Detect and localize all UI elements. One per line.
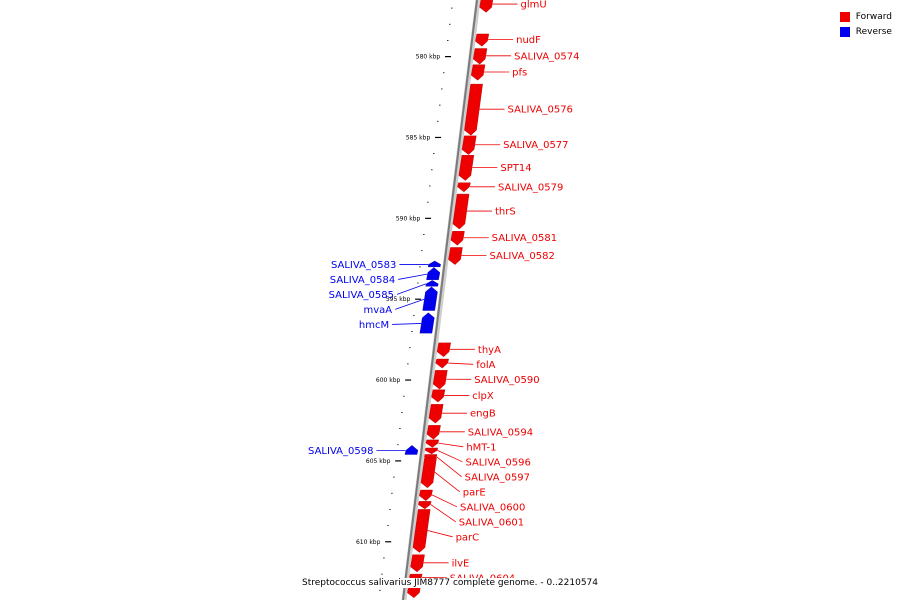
- forward-swatch: [839, 11, 850, 22]
- gene-SPT14-feature[interactable]: [458, 155, 475, 181]
- tick-label: 600 kbp: [376, 377, 401, 384]
- reverse-swatch: [839, 26, 850, 37]
- gene-label[interactable]: pfs: [512, 67, 527, 78]
- gene-label[interactable]: SALIVA_0585: [329, 290, 394, 301]
- gene-label-leader: [434, 471, 461, 493]
- gene-label-leader: [427, 530, 453, 538]
- gene-SALIVA_0598-feature[interactable]: [404, 445, 419, 455]
- gene-glmU-feature[interactable]: [479, 0, 494, 13]
- tick-label: 610 kbp: [356, 539, 381, 546]
- gene-label[interactable]: parC: [456, 532, 480, 543]
- gene-label[interactable]: SALIVA_0581: [492, 233, 557, 244]
- gene-label-leader: [392, 323, 422, 325]
- gene-engB-feature[interactable]: [428, 404, 444, 424]
- gene-SALIVA_0579-feature[interactable]: [457, 182, 471, 193]
- gene-SALIVA_0600-feature[interactable]: [419, 489, 433, 501]
- gene-label[interactable]: glmU: [521, 0, 547, 11]
- tick-label: 580 kbp: [416, 54, 441, 61]
- gene-label[interactable]: SALIVA_0601: [459, 517, 524, 528]
- gene-label[interactable]: SALIVA_0584: [330, 275, 395, 286]
- gene-mvaA-feature[interactable]: [422, 286, 438, 311]
- gene-parE-feature[interactable]: [420, 457, 437, 489]
- tick-label: 585 kbp: [406, 134, 431, 141]
- legend-forward-label: Forward: [855, 11, 892, 22]
- gene-label[interactable]: SALIVA_0597: [465, 472, 530, 483]
- gene-label[interactable]: SALIVA_0576: [508, 105, 573, 116]
- gene-SALIVA_0574-feature[interactable]: [473, 48, 488, 65]
- gene-label[interactable]: hMT-1: [466, 442, 496, 453]
- gene-SALIVA_0584-feature[interactable]: [426, 267, 441, 280]
- gene-label[interactable]: thrS: [495, 207, 516, 218]
- gene-SALIVA_0583-feature[interactable]: [427, 260, 441, 268]
- gene-clpX-feature[interactable]: [431, 389, 446, 403]
- axis-line: [402, 0, 478, 600]
- gene-SALIVA_0582-feature[interactable]: [448, 247, 463, 265]
- gene-SALIVA_0594-feature[interactable]: [426, 425, 441, 440]
- gene-label[interactable]: SALIVA_0598: [308, 446, 373, 457]
- gene-label[interactable]: SALIVA_0583: [331, 260, 396, 271]
- gene-hMT-1-feature[interactable]: [425, 439, 440, 448]
- gene-label[interactable]: SALIVA_0574: [514, 51, 579, 62]
- gene-parC-feature[interactable]: [412, 509, 431, 553]
- legend-forward: Forward: [839, 9, 892, 24]
- gene-label[interactable]: folA: [476, 360, 495, 371]
- gene-label-leader: [394, 298, 425, 310]
- tick-label: 605 kbp: [366, 458, 391, 465]
- genome-caption: Streptococcus salivarius JIM8777 complet…: [0, 578, 900, 588]
- gene-label[interactable]: SALIVA_0577: [503, 140, 568, 151]
- gene-label[interactable]: SALIVA_0600: [460, 502, 525, 513]
- kbp-ticks: 580 kbp 585 kbp 590 kbp 595 kbp 600 kbp 605 k…: [356, 7, 453, 591]
- gene-label-leader: [430, 504, 456, 523]
- gene-label-leader: [398, 273, 428, 280]
- gene-SALIVA_0585-feature[interactable]: [425, 280, 439, 287]
- gene-label[interactable]: engB: [470, 409, 496, 420]
- gene-hmcM-feature[interactable]: [419, 312, 435, 334]
- gene-label[interactable]: clpX: [472, 391, 494, 402]
- legend-reverse: Reverse: [839, 24, 892, 39]
- gene-thrS-feature[interactable]: [452, 193, 470, 230]
- gene-label[interactable]: hmcM: [359, 320, 389, 331]
- strand-legend: Forward Reverse: [839, 9, 892, 39]
- gene-label[interactable]: thyA: [478, 345, 501, 356]
- gene-label[interactable]: parE: [463, 487, 486, 498]
- gene-folA-feature[interactable]: [435, 358, 449, 369]
- legend-reverse-label: Reverse: [855, 26, 892, 37]
- gene-label-leader: [436, 456, 462, 478]
- gene-label[interactable]: SALIVA_0594: [468, 427, 533, 438]
- gene-nudF-feature[interactable]: [475, 33, 490, 47]
- gene-ilvE-feature[interactable]: [410, 554, 425, 573]
- tick-label: 595 kbp: [386, 296, 411, 303]
- gene-SALIVA_0590-feature[interactable]: [432, 370, 448, 390]
- gene-thyA-feature[interactable]: [436, 342, 451, 358]
- gene-label[interactable]: mvaA: [363, 305, 392, 316]
- gene-SALIVA_0581-feature[interactable]: [450, 231, 465, 246]
- tick-label: 590 kbp: [396, 215, 421, 222]
- gene-label[interactable]: SALIVA_0582: [489, 251, 554, 262]
- gene-label[interactable]: SPT14: [500, 163, 531, 174]
- gene-label[interactable]: SALIVA_0579: [498, 182, 563, 193]
- gene-SALIVA_0577-feature[interactable]: [461, 135, 477, 155]
- gene-label[interactable]: ilvE: [452, 558, 470, 569]
- gene-label[interactable]: nudF: [516, 35, 541, 46]
- gene-label-leader: [431, 494, 458, 508]
- gene-SALIVA_0601-feature[interactable]: [418, 501, 432, 510]
- gene-SALIVA_0576-feature[interactable]: [464, 83, 483, 136]
- gene-label[interactable]: SALIVA_0590: [474, 375, 539, 386]
- gene-label-leader: [448, 362, 474, 365]
- gene-label[interactable]: SALIVA_0596: [465, 457, 530, 468]
- gene-label-leader: [438, 442, 464, 448]
- genome-axis: [401, 0, 481, 600]
- gene-SALIVA_0596-feature[interactable]: [424, 447, 439, 455]
- gene-pfs-feature[interactable]: [471, 64, 486, 81]
- gene-label-leader: [396, 283, 427, 295]
- gene-label-leader: [437, 450, 463, 463]
